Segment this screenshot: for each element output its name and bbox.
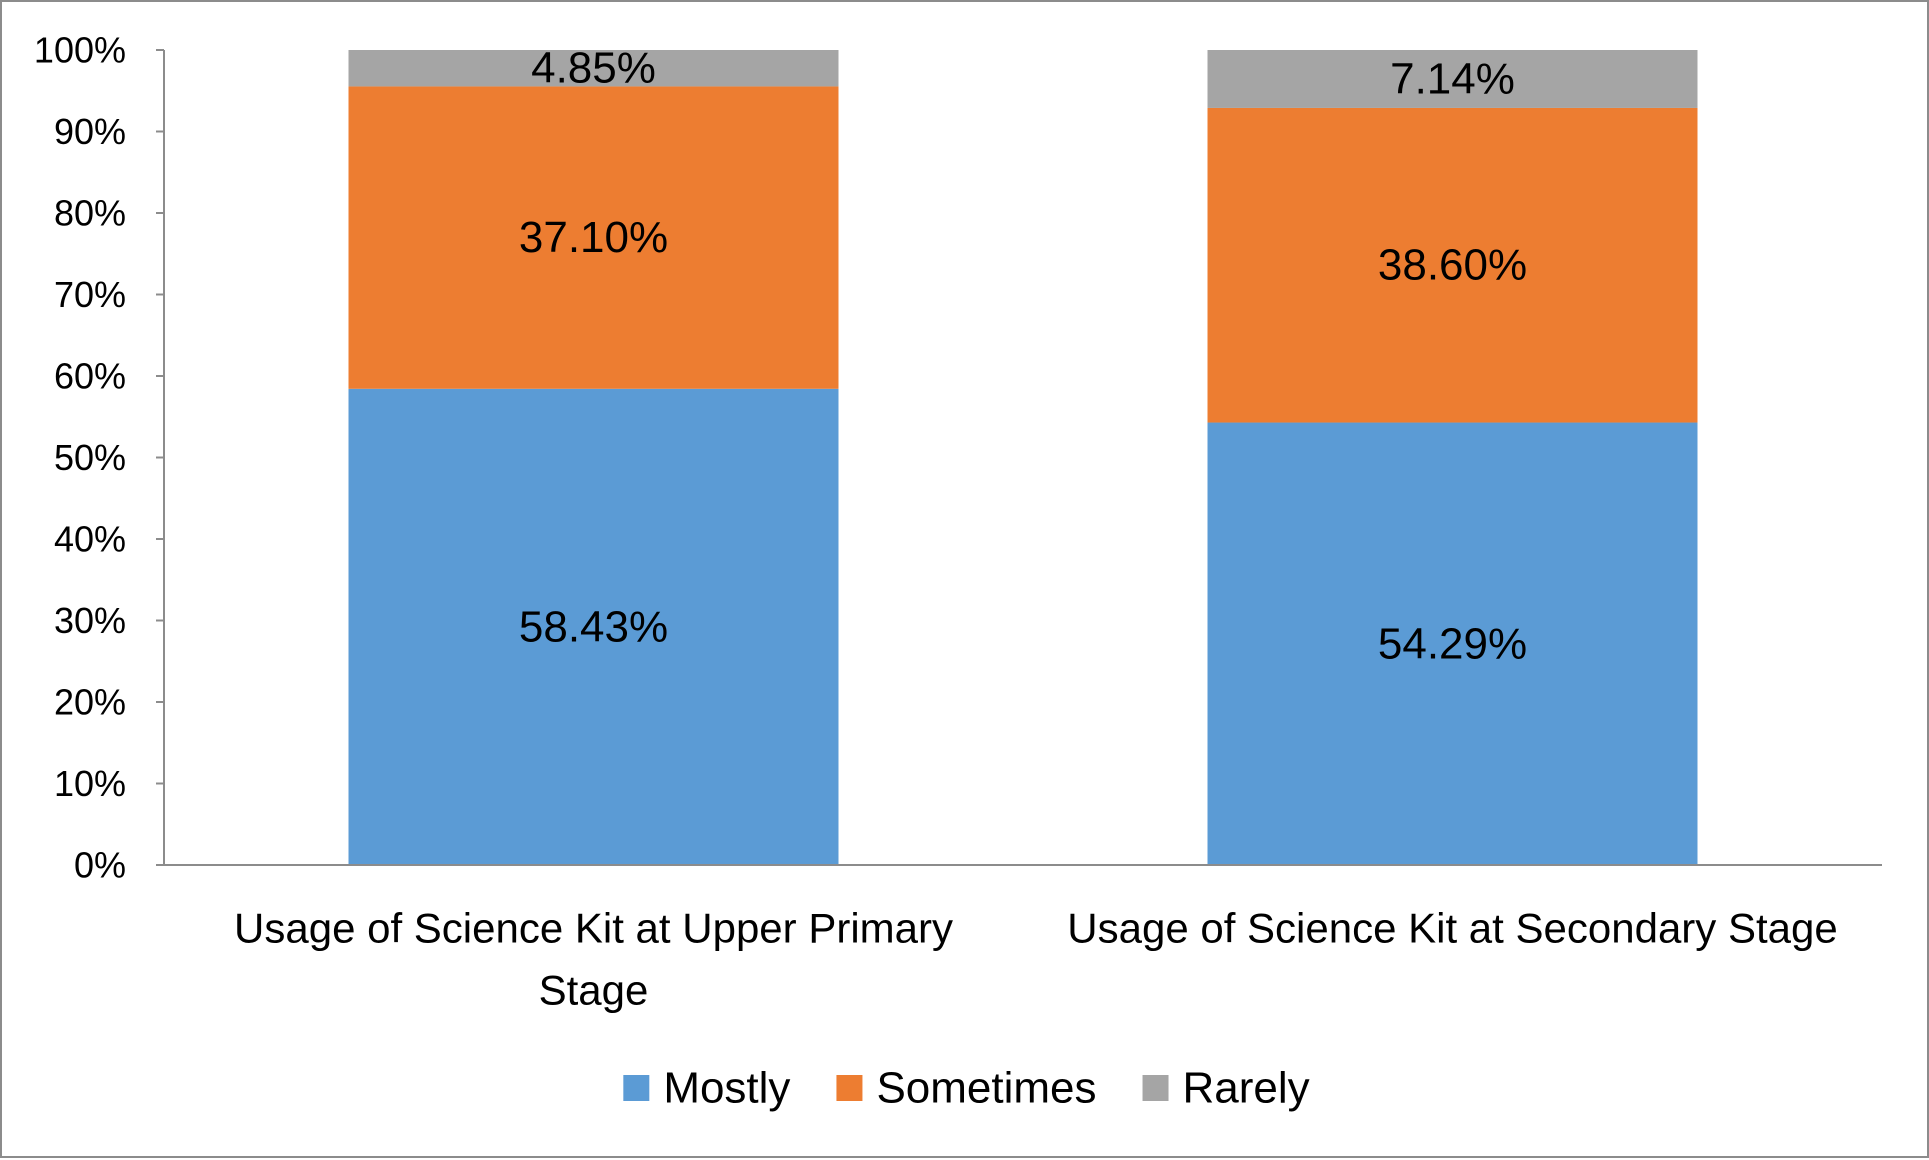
legend-label-mostly: Mostly <box>663 1064 790 1113</box>
y-tick-label: 80% <box>54 193 126 234</box>
data-label-rarely-1: 4.85% <box>531 44 656 93</box>
x-category-label: Usage of Science Kit at Secondary Stage <box>1067 905 1837 952</box>
y-tick-label: 50% <box>54 437 126 478</box>
legend: Mostly Sometimes Rarely <box>623 1064 1310 1113</box>
bar-segment-sometimes-1 <box>348 86 839 389</box>
legend-swatch-mostly <box>623 1075 650 1101</box>
axis-layer: 0% 10% 20% 30% 40% 50% 60% 70% 80% 90% 100% Usage o… <box>34 30 1882 1014</box>
bar-segment-rarely-1 <box>348 50 839 87</box>
bar-segment-mostly-1 <box>348 388 839 865</box>
bars-layer <box>348 50 1698 865</box>
legend-swatch-sometimes <box>836 1075 863 1101</box>
legend-label-rarely: Rarely <box>1183 1064 1310 1113</box>
data-labels-layer: 58.43% 37.10% 4.85% 54.29% 38.60% 7.14% <box>519 44 1527 669</box>
data-label-sometimes-2: 38.60% <box>1378 241 1527 290</box>
legend-label-sometimes: Sometimes <box>876 1064 1096 1113</box>
legend-swatch-rarely <box>1142 1075 1169 1101</box>
y-tick-label: 70% <box>54 274 126 315</box>
data-label-mostly-2: 54.29% <box>1378 619 1527 668</box>
data-label-mostly-1: 58.43% <box>519 602 668 651</box>
legend-item-rarely: Rarely <box>1142 1064 1310 1113</box>
y-tick-label: 10% <box>54 763 126 804</box>
y-tick-label: 40% <box>54 519 126 560</box>
legend-item-mostly: Mostly <box>623 1064 790 1113</box>
x-category-label: Usage of Science Kit at Upper Primary <box>234 905 953 952</box>
legend-item-sometimes: Sometimes <box>836 1064 1097 1113</box>
x-category-label: Stage <box>539 967 649 1014</box>
y-tick-label: 0% <box>74 845 126 886</box>
y-tick-label: 90% <box>54 111 126 152</box>
bar-segment-mostly-2 <box>1207 422 1698 865</box>
y-tick-label: 60% <box>54 356 126 397</box>
bar-segment-sometimes-2 <box>1207 107 1698 423</box>
y-tick-label: 20% <box>54 682 126 723</box>
y-tick-label: 30% <box>54 600 126 641</box>
y-tick-label: 100% <box>34 30 126 71</box>
data-label-rarely-2: 7.14% <box>1390 54 1515 103</box>
data-label-sometimes-1: 37.10% <box>519 213 668 262</box>
bar-segment-rarely-2 <box>1207 50 1698 108</box>
